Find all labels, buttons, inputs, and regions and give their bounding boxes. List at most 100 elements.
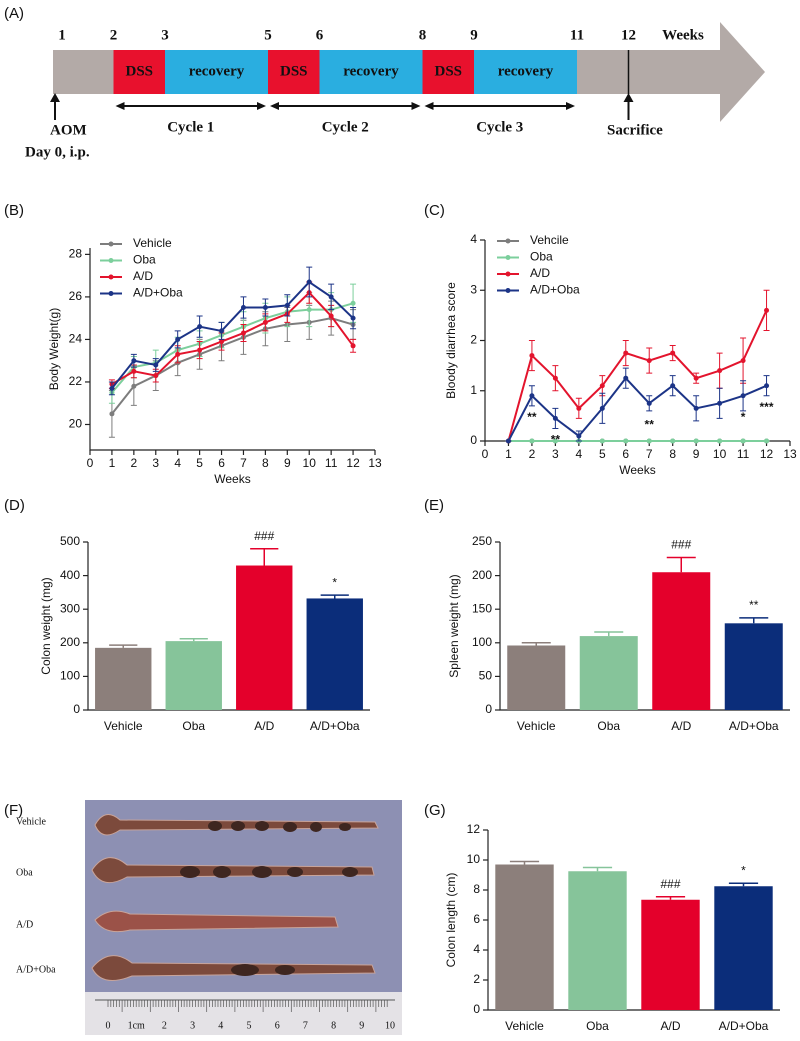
- legend-marker: [108, 241, 114, 247]
- legend-marker: [505, 271, 511, 277]
- week-label: 3: [161, 27, 169, 43]
- y-tick-label: 100: [60, 669, 80, 683]
- week-label: 12: [621, 27, 636, 43]
- arrow-head: [270, 102, 279, 110]
- point: [740, 393, 746, 399]
- point: [623, 350, 629, 356]
- x-tick-label: Vehicle: [505, 1019, 544, 1033]
- point: [175, 336, 181, 342]
- ruler-label: 5: [247, 1020, 252, 1031]
- arrow-head: [115, 102, 125, 110]
- y-tick-label: 200: [472, 568, 492, 582]
- point: [599, 438, 605, 444]
- phase: [474, 50, 577, 94]
- x-tick-label: A/D+Oba: [729, 719, 779, 733]
- y-tick-label: 4: [470, 232, 477, 246]
- point: [262, 319, 268, 325]
- point: [505, 438, 511, 444]
- y-tick-label: 0: [73, 702, 80, 716]
- panel-label: (C): [424, 202, 445, 219]
- point: [306, 279, 312, 285]
- y-tick-label: 100: [472, 635, 492, 649]
- week-label: 1: [58, 27, 66, 43]
- significance: ###: [254, 529, 274, 543]
- start-label: AOM: [50, 122, 87, 138]
- error-bar: [666, 556, 696, 573]
- y-tick-label: 10: [467, 852, 481, 866]
- significance: *: [741, 863, 746, 877]
- bar: [714, 886, 773, 1010]
- photo: [85, 800, 402, 1035]
- point: [350, 300, 356, 306]
- series-line: [111, 291, 354, 385]
- point: [306, 307, 312, 313]
- point: [529, 438, 535, 444]
- x-tick-label: A/D: [254, 719, 274, 733]
- error-bar: [739, 617, 769, 624]
- cycle-label: Cycle 2: [322, 119, 369, 135]
- y-tick-label: 300: [60, 601, 80, 615]
- phase: [268, 50, 320, 94]
- error-bar: [109, 644, 138, 648]
- y-tick-label: 6: [473, 912, 480, 926]
- x-tick-label: A/D: [660, 1019, 680, 1033]
- x-tick-label: 8: [669, 447, 676, 461]
- legend-label: A/D+Oba: [530, 283, 580, 297]
- y-tick-label: 4: [473, 942, 480, 956]
- error-bar: [179, 638, 208, 642]
- point: [175, 351, 181, 357]
- point: [131, 358, 137, 364]
- point: [328, 313, 334, 319]
- error-bar: [521, 642, 551, 646]
- panel-label: (A): [4, 5, 24, 22]
- x-tick-label: 7: [240, 456, 247, 470]
- error-bar: [509, 860, 540, 865]
- point: [219, 339, 225, 345]
- y-tick-label: 22: [69, 374, 83, 388]
- phase-label: recovery: [498, 63, 554, 79]
- phase-label: recovery: [343, 63, 399, 79]
- legend-label: A/D+Oba: [133, 286, 183, 300]
- y-tick-label: 2: [470, 333, 477, 347]
- legend-marker: [108, 258, 114, 263]
- point: [764, 438, 770, 444]
- x-tick-label: 2: [131, 456, 138, 470]
- y-tick-label: 500: [60, 534, 80, 548]
- series-line: [507, 309, 768, 442]
- y-tick-label: 12: [467, 822, 481, 836]
- x-tick-label: 9: [284, 456, 291, 470]
- significance: **: [551, 433, 561, 447]
- bar: [495, 864, 554, 1010]
- ruler-label: 10: [385, 1020, 395, 1031]
- point: [646, 438, 652, 444]
- x-tick-label: 7: [646, 447, 653, 461]
- point: [552, 375, 558, 381]
- y-axis-label: Colon weight (mg): [39, 577, 53, 674]
- x-tick-label: 5: [196, 456, 203, 470]
- bar: [507, 645, 566, 710]
- panel-label: (F): [4, 802, 23, 819]
- week-label: 11: [570, 27, 584, 43]
- point: [646, 358, 652, 364]
- ruler-label: 0: [106, 1020, 111, 1031]
- point: [109, 385, 115, 391]
- y-tick-label: 250: [472, 534, 492, 548]
- panel-label: (D): [4, 497, 25, 514]
- point: [693, 405, 699, 411]
- y-axis-label: Spleen weight (mg): [447, 574, 461, 677]
- arrow-head: [623, 93, 634, 102]
- significance: ***: [760, 400, 774, 414]
- x-tick-label: 13: [368, 456, 382, 470]
- series-line: [111, 317, 354, 415]
- significance: *: [741, 410, 746, 424]
- x-tick-label: 3: [152, 456, 159, 470]
- error-bar: [594, 631, 624, 637]
- row-label: Oba: [16, 867, 33, 878]
- y-axis-label: Colon length (cm): [444, 873, 458, 968]
- x-tick-label: 6: [622, 447, 629, 461]
- point: [717, 400, 723, 406]
- error-bar: [320, 594, 349, 599]
- tumors: [180, 821, 358, 976]
- legend-marker: [108, 291, 114, 296]
- x-tick-label: A/D: [671, 719, 691, 733]
